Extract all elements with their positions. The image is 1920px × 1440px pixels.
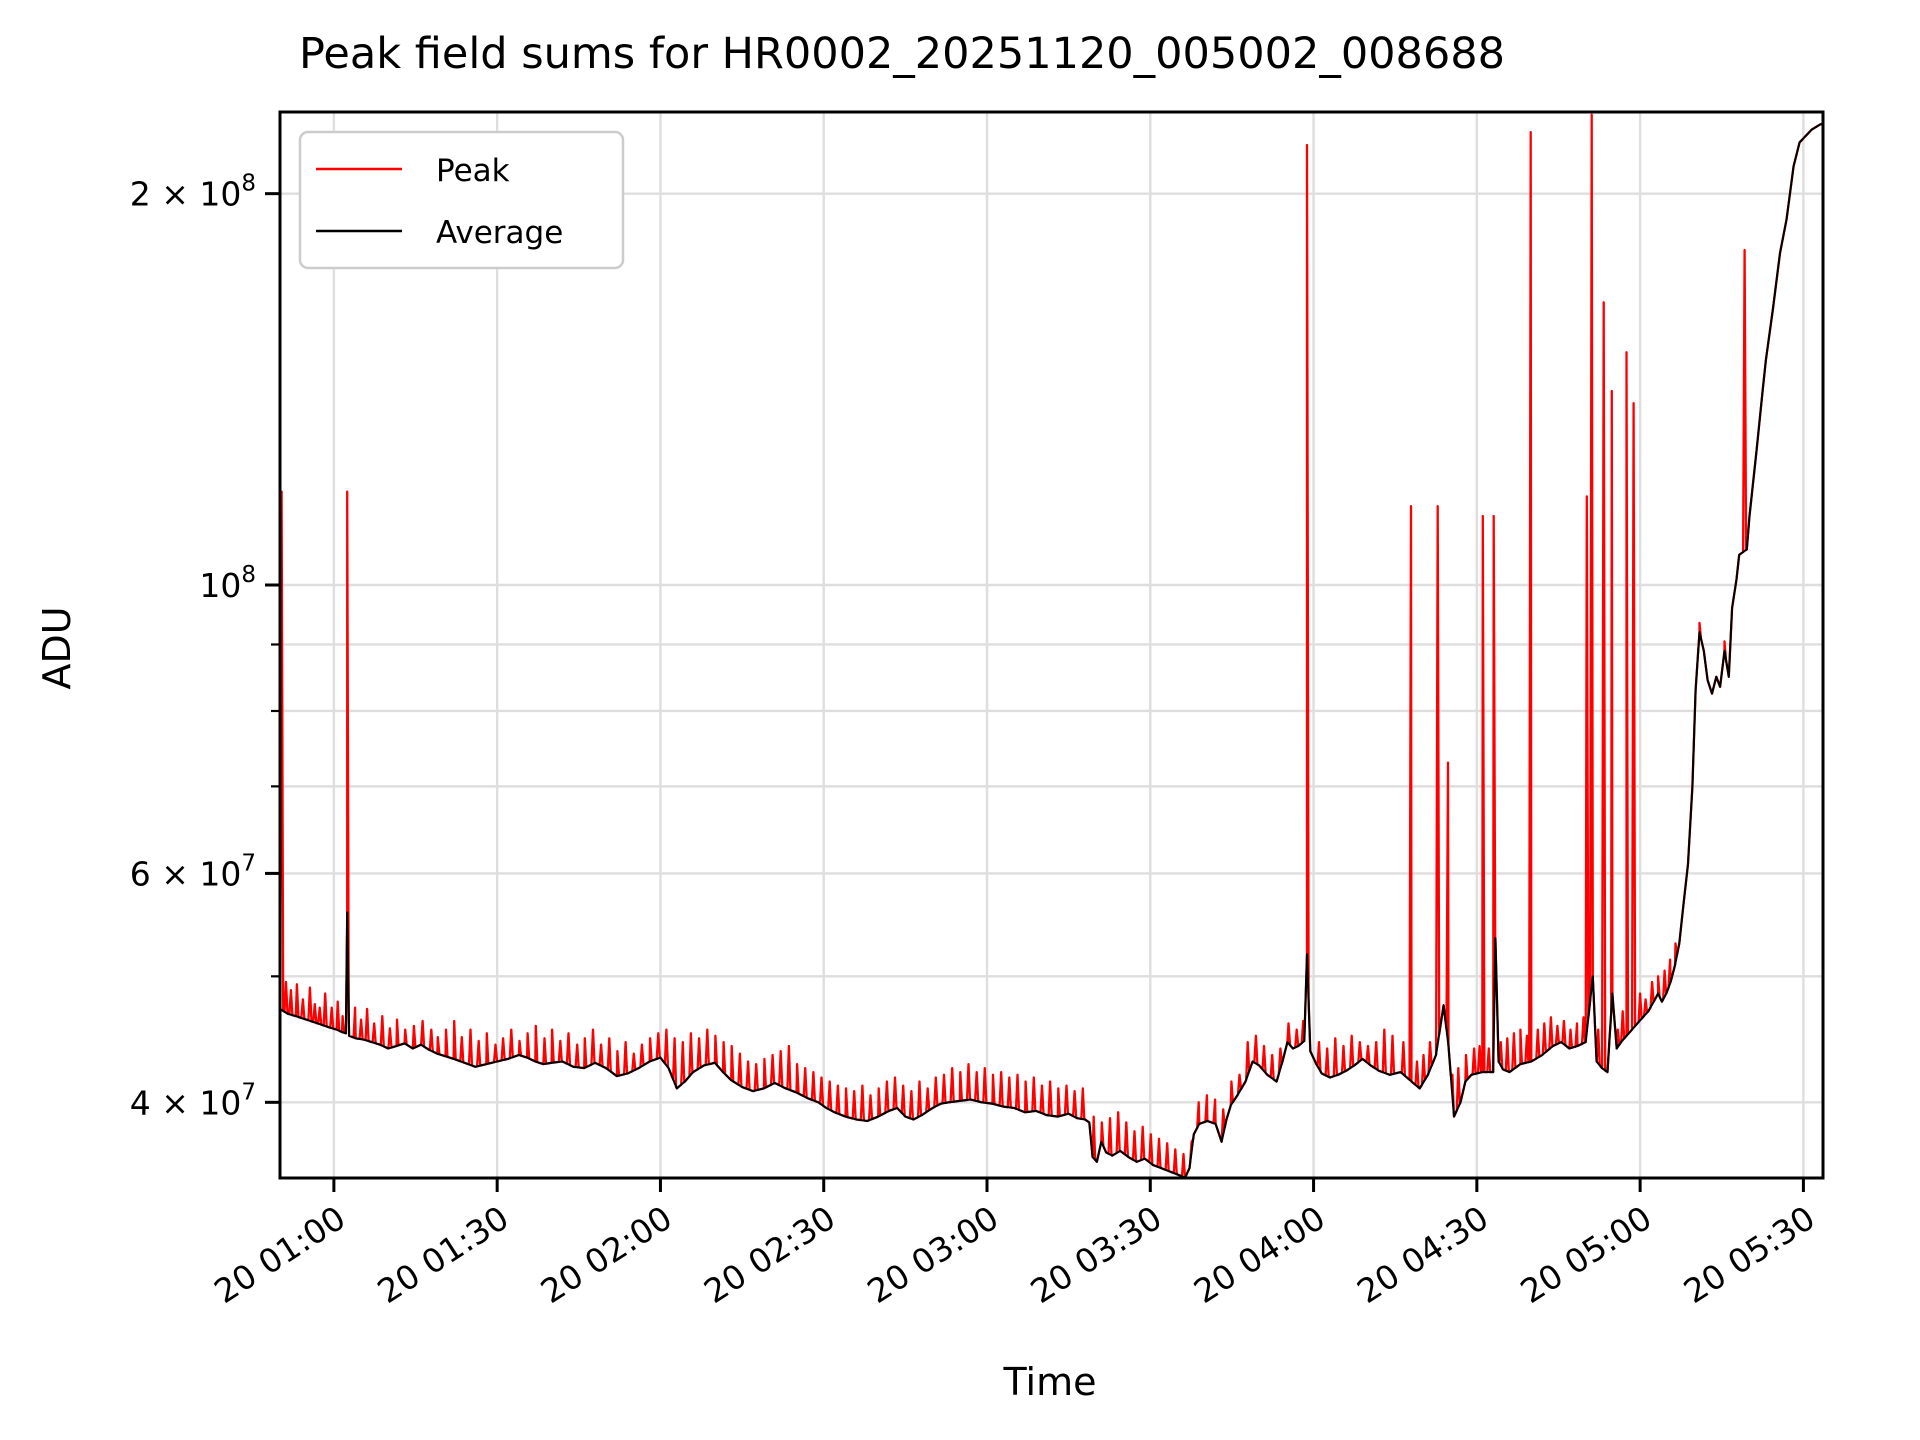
- y-tick-exponent: 8: [241, 171, 256, 197]
- ticks: [265, 192, 1805, 1192]
- legend: Peak Average: [298, 130, 625, 270]
- legend-average-label: Average: [436, 215, 563, 251]
- legend-box: [298, 130, 625, 270]
- y-tick-label: 2 × 108: [130, 171, 256, 214]
- y-axis-label: ADU: [35, 606, 79, 689]
- y-tick-exponent: 7: [241, 1079, 256, 1105]
- y-tick-exponent: 7: [241, 850, 256, 876]
- y-tick-exponent: 8: [241, 562, 256, 588]
- y-tick-label: 4 × 107: [130, 1079, 256, 1122]
- chart-title: Peak field sums for HR0002_20251120_0050…: [299, 29, 1505, 79]
- x-axis-label: Time: [1003, 1360, 1097, 1404]
- legend-peak-label: Peak: [436, 153, 510, 189]
- y-tick-label: 6 × 107: [130, 850, 256, 893]
- average-line: [281, 122, 1822, 1177]
